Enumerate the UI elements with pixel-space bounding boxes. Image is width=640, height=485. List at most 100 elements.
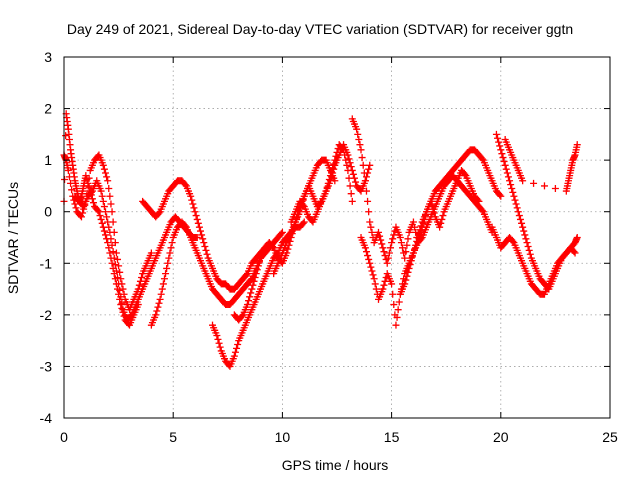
data-point — [247, 289, 255, 297]
data-point — [97, 187, 105, 195]
data-point — [187, 192, 195, 200]
data-point — [504, 173, 512, 181]
data-point — [158, 285, 166, 293]
data-point — [194, 219, 202, 227]
data-point — [94, 206, 102, 214]
data-point — [300, 218, 308, 226]
data-point — [328, 173, 336, 181]
data-point — [346, 182, 354, 190]
data-point — [380, 248, 388, 256]
data-point — [107, 235, 115, 243]
data-point — [238, 312, 246, 320]
data-point — [502, 165, 510, 173]
data-point — [62, 132, 70, 140]
data-point — [413, 237, 421, 245]
data-point — [530, 179, 538, 187]
axis-ticks — [63, 56, 611, 419]
data-point — [193, 215, 201, 223]
data-point — [104, 177, 112, 185]
data-point — [284, 245, 292, 253]
data-point — [114, 273, 122, 281]
data-point — [402, 248, 410, 256]
data-point — [116, 268, 124, 276]
data-point — [388, 280, 396, 288]
data-point — [250, 277, 258, 285]
data-point — [112, 249, 120, 257]
data-point — [379, 244, 387, 252]
data-point — [114, 255, 122, 263]
data-point — [378, 240, 386, 248]
y-tick-label: 2 — [44, 101, 52, 117]
data-point — [369, 271, 377, 279]
chart-title: Day 249 of 2021, Sidereal Day-to-day VTE… — [67, 21, 573, 37]
data-point — [520, 227, 528, 235]
data-point — [526, 250, 534, 258]
data-point — [366, 259, 374, 267]
data-point — [105, 185, 113, 193]
data-point — [499, 154, 507, 162]
data-point — [193, 234, 201, 241]
x-tick-label: 25 — [602, 429, 618, 445]
data-point — [77, 213, 85, 221]
data-point — [153, 307, 161, 315]
y-tick-label: 1 — [44, 152, 52, 168]
data-point — [155, 209, 163, 217]
data-point — [525, 246, 533, 254]
data-point — [409, 249, 417, 257]
data-point — [365, 165, 373, 173]
y-tick-label: 3 — [44, 49, 52, 65]
data-point — [110, 254, 118, 262]
data-point — [384, 254, 392, 262]
data-point — [195, 223, 203, 231]
data-point — [85, 183, 93, 191]
data-point — [105, 223, 113, 231]
data-point — [147, 249, 155, 257]
data-point — [197, 227, 204, 235]
series-arc-8 — [270, 141, 356, 278]
y-tick-label: -4 — [40, 410, 53, 426]
data-point — [95, 208, 103, 216]
data-point — [519, 223, 527, 231]
data-point — [380, 281, 388, 289]
data-point — [359, 161, 367, 169]
data-point — [108, 259, 116, 267]
data-point — [353, 125, 361, 133]
data-point — [377, 236, 385, 244]
data-point — [498, 150, 506, 158]
data-point — [198, 231, 206, 239]
data-point — [366, 218, 374, 226]
data-point — [345, 155, 353, 163]
data-point — [192, 212, 200, 220]
data-point — [87, 188, 95, 196]
data-point — [127, 312, 135, 320]
data-point — [100, 227, 108, 235]
data-point — [255, 258, 263, 266]
data-point — [103, 213, 111, 221]
data-points — [60, 110, 581, 370]
data-point — [344, 151, 352, 159]
data-point — [96, 212, 104, 220]
data-point — [500, 157, 508, 165]
data-point — [107, 200, 115, 208]
data-point — [439, 212, 447, 220]
x-tick-label: 15 — [384, 429, 400, 445]
data-point — [108, 208, 116, 216]
data-point — [243, 301, 251, 309]
data-point — [461, 170, 469, 178]
data-point — [403, 272, 411, 280]
data-point — [160, 275, 168, 283]
data-point — [155, 299, 163, 307]
data-point — [383, 259, 391, 267]
data-point — [503, 169, 511, 177]
data-point — [362, 187, 370, 195]
data-point — [248, 285, 256, 293]
data-point — [404, 235, 412, 243]
data-point — [100, 165, 108, 173]
y-tick-label: -2 — [40, 307, 53, 323]
data-point — [401, 280, 409, 288]
data-point — [166, 249, 174, 257]
data-point — [358, 154, 366, 162]
data-point — [506, 177, 514, 185]
data-point — [436, 223, 444, 231]
data-point — [115, 262, 123, 270]
